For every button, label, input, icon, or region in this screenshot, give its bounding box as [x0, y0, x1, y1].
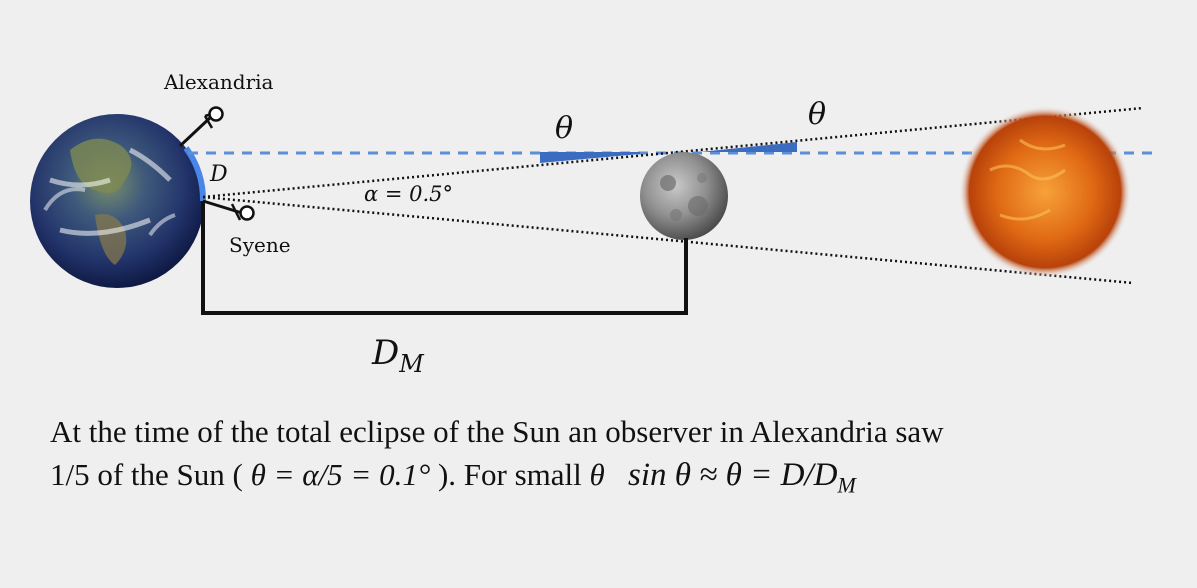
alexandria-observer-icon [178, 106, 224, 148]
earth [30, 114, 204, 288]
label-theta-moon: θ [555, 111, 573, 146]
moon [640, 152, 728, 240]
label-arc-d: D [209, 162, 228, 187]
caption: At the time of the total eclipse of the … [50, 410, 1160, 507]
caption-line-2-text-b: ). For small [430, 457, 590, 492]
caption-line-2-text-a: 1/5 of the Sun ( [50, 457, 243, 492]
label-theta-sun: θ [808, 97, 826, 132]
theta-wedge-sun [700, 142, 797, 152]
label-alexandria: Alexandria [163, 70, 274, 94]
label-alpha: α = 0.5° [364, 182, 453, 206]
caption-line-1: At the time of the total eclipse of the … [50, 414, 944, 449]
label-distance-dm: DM [371, 333, 425, 378]
upper-tangent-line [202, 106, 1144, 199]
distance-bracket [201, 201, 688, 315]
label-syene: Syene [229, 233, 291, 257]
caption-formula: θ = α/5 = 0.1° [250, 457, 431, 492]
theta-wedge-moon [540, 152, 640, 163]
syene-observer-icon [202, 199, 255, 221]
sun [959, 106, 1131, 278]
caption-equation: sin θ ≈ θ = D/DM [628, 457, 856, 498]
eclipse-diagram: Alexandria Syene D α = 0.5° θ θ DM [30, 70, 1155, 378]
lower-tangent-line [202, 195, 1134, 285]
caption-theta: θ [589, 457, 605, 492]
caption-line-2: 1/5 of the Sun ( θ = α/5 = 0.1° ). For s… [50, 453, 1160, 507]
